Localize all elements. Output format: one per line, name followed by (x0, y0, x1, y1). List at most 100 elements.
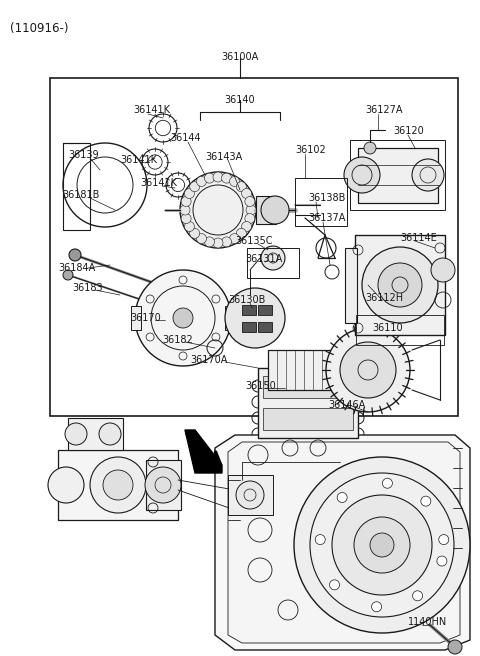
Text: 36137A: 36137A (308, 213, 346, 223)
Text: 1140HN: 1140HN (408, 617, 447, 627)
Circle shape (236, 481, 264, 509)
Circle shape (439, 535, 449, 544)
Text: 36102: 36102 (295, 145, 326, 155)
Text: 36130B: 36130B (228, 295, 265, 305)
Circle shape (241, 188, 252, 199)
Bar (268, 350, 343, 390)
Text: 36135C: 36135C (235, 236, 273, 246)
Bar (258, 368, 358, 438)
Circle shape (99, 423, 121, 445)
Bar (356, 315, 444, 345)
Circle shape (90, 457, 146, 513)
Text: (110916-): (110916-) (10, 22, 69, 35)
Text: 36170: 36170 (130, 313, 161, 323)
Bar (263, 408, 353, 430)
Circle shape (213, 238, 223, 248)
Bar (58, 450, 178, 520)
Text: 36112H: 36112H (365, 293, 403, 303)
Bar (258, 322, 272, 332)
Text: 36182: 36182 (162, 335, 193, 345)
Circle shape (370, 533, 394, 557)
Circle shape (196, 234, 206, 243)
Text: 36131A: 36131A (245, 254, 282, 264)
Bar (146, 460, 181, 510)
Text: 36120: 36120 (393, 126, 424, 136)
Circle shape (204, 173, 215, 183)
Circle shape (180, 172, 256, 248)
Bar (263, 376, 353, 398)
Bar (345, 248, 357, 323)
Circle shape (383, 478, 393, 488)
Circle shape (378, 263, 422, 307)
Circle shape (63, 270, 73, 280)
Circle shape (372, 602, 382, 612)
Bar (242, 322, 256, 332)
Text: 36181B: 36181B (62, 190, 99, 200)
Circle shape (413, 591, 422, 601)
Bar (247, 248, 299, 278)
Circle shape (241, 222, 252, 232)
Circle shape (181, 214, 191, 224)
Circle shape (261, 246, 285, 270)
Bar (242, 305, 256, 315)
Circle shape (48, 467, 84, 503)
Polygon shape (228, 442, 460, 643)
Circle shape (222, 237, 231, 247)
Circle shape (245, 196, 255, 207)
Circle shape (245, 214, 255, 224)
Circle shape (184, 222, 194, 232)
Circle shape (222, 173, 231, 183)
Circle shape (437, 556, 447, 566)
Bar (258, 305, 272, 315)
Polygon shape (215, 435, 470, 650)
Bar (131, 306, 141, 330)
Circle shape (213, 172, 223, 182)
Circle shape (261, 196, 289, 224)
Circle shape (354, 517, 410, 573)
Bar (295, 178, 347, 226)
Text: 36150: 36150 (245, 381, 276, 391)
Circle shape (103, 470, 133, 500)
Text: 36114E: 36114E (400, 233, 437, 243)
Circle shape (332, 495, 432, 595)
Circle shape (145, 467, 181, 503)
Circle shape (190, 228, 200, 238)
Circle shape (190, 182, 200, 192)
Text: 36170A: 36170A (190, 355, 228, 365)
Circle shape (364, 142, 376, 154)
Circle shape (229, 234, 240, 243)
Bar (256, 196, 276, 224)
Circle shape (340, 342, 396, 398)
Circle shape (65, 423, 87, 445)
Circle shape (236, 182, 246, 192)
Text: 36143A: 36143A (205, 152, 242, 162)
Bar (228, 475, 273, 515)
Circle shape (246, 205, 256, 215)
Text: 36127A: 36127A (365, 105, 403, 115)
Text: 36146A: 36146A (328, 400, 365, 410)
Bar (68, 418, 123, 450)
Bar (50, 78, 458, 416)
Text: 36140: 36140 (225, 95, 255, 105)
Circle shape (337, 493, 347, 502)
Text: 36138B: 36138B (308, 193, 346, 203)
Text: 36100A: 36100A (221, 52, 259, 62)
Polygon shape (185, 430, 222, 473)
Circle shape (421, 496, 431, 506)
Circle shape (225, 288, 285, 348)
Text: 36139: 36139 (68, 150, 98, 160)
Circle shape (196, 176, 206, 186)
Circle shape (431, 258, 455, 282)
Bar (355, 235, 445, 335)
Text: 36141K: 36141K (133, 105, 170, 115)
Text: 36183: 36183 (72, 283, 103, 293)
Circle shape (326, 328, 410, 412)
Circle shape (181, 196, 191, 207)
Circle shape (344, 157, 380, 193)
Circle shape (135, 270, 231, 366)
Circle shape (69, 249, 81, 261)
Text: 36141K: 36141K (140, 178, 177, 188)
Circle shape (412, 159, 444, 191)
Text: 36141K: 36141K (120, 155, 157, 165)
Circle shape (329, 580, 339, 590)
